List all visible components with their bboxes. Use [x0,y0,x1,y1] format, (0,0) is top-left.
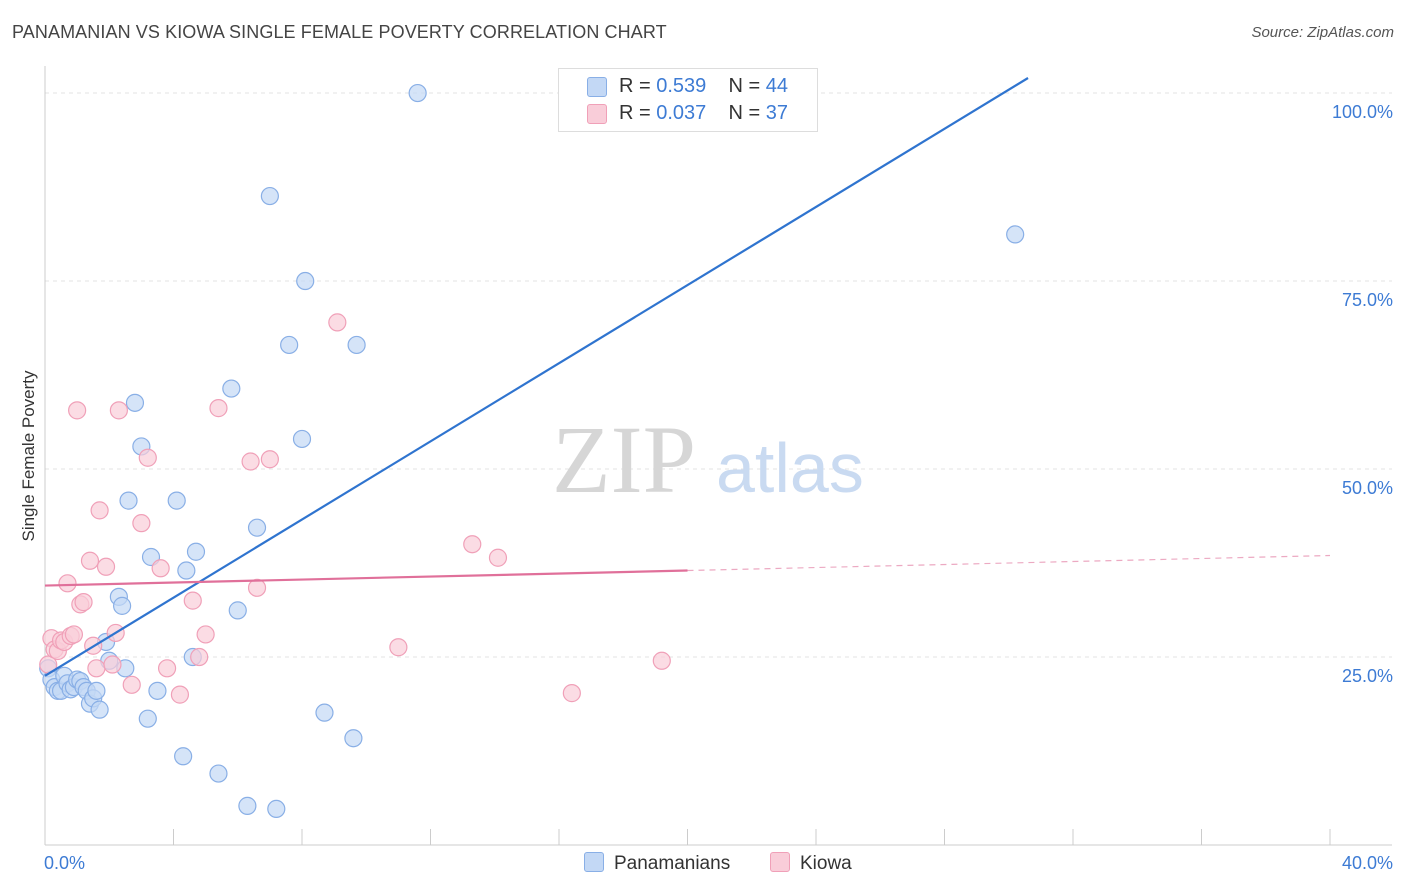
series-panamanians-points [39,83,1025,819]
chart-title: PANAMANIAN VS KIOWA SINGLE FEMALE POVERT… [12,22,667,42]
legend-r-value: 0.539 [656,75,707,97]
panamanians-point [260,186,279,206]
panamanians-point [296,271,315,291]
panamanians-point [119,491,138,510]
panamanians-point [87,681,106,700]
kiowa-point [74,593,93,612]
kiowa-point [190,647,209,667]
legend-n-label: N = [728,102,761,124]
bottom-legend-panamanians: Panamanians [584,852,730,875]
panamanians-point [174,747,193,766]
bottom-legend-label: Panamanians [614,853,731,874]
axes [44,66,1392,846]
panamanians-point [267,799,286,819]
series-kiowa-points [39,313,671,704]
kiowa-point [260,450,279,469]
kiowa-point [389,638,408,657]
kiowa-point [170,685,190,704]
panamanians-trendline [44,77,1029,677]
legend-text-panamanians: R = 0.539 N = 44 [619,75,788,98]
kiowa-point [58,574,77,593]
bottom-legend-label: Kiowa [800,853,852,874]
kiowa-point [196,625,215,644]
panamanians-point [125,393,145,412]
kiowa-point [157,659,177,678]
panamanians-point [222,379,241,398]
legend-n-label: N = [728,75,761,97]
panamanians-point [292,429,312,449]
axis-ticks: 25.0% 50.0% 75.0% 100.0% 0.0% 40.0% [44,102,1393,873]
legend-r-value: 0.037 [656,102,707,124]
legend-row-panamanians: R = 0.539 N = 44 [559,74,817,100]
legend-r-label: R = [619,75,651,97]
kiowa-point [463,535,482,554]
kiowa-trendline-extension [687,554,1331,572]
panamanians-point [138,709,157,728]
legend-row-kiowa: R = 0.037 N = 37 [559,101,817,127]
y-tick-label: 25.0% [1342,666,1393,686]
watermark: ZIP atlas [552,406,864,513]
y-axis-label: Single Female Poverty [19,370,38,542]
panamanians-point [177,561,196,580]
panamanians-point [280,335,299,355]
trendlines [44,77,1331,677]
kiowa-point [96,557,116,576]
panamanians-point [247,518,267,537]
panamanians-point [186,542,206,561]
bottom-legend-kiowa: Kiowa [770,852,852,875]
panamanians-point [344,729,363,748]
panamanians-point [408,83,427,103]
kiowa-point [87,659,106,678]
kiowa-point [488,548,508,567]
x-tick-label: 0.0% [44,853,85,873]
panamanians-point [90,700,109,719]
bottom-legend-swatch-pink [770,852,790,872]
kiowa-point [68,401,87,420]
panamanians-point [228,601,247,620]
grid-lines [45,92,1392,658]
legend-text-kiowa: R = 0.037 N = 37 [619,102,788,125]
panamanians-point [1006,225,1025,244]
source-label: Source: ZipAtlas.com [1251,24,1394,41]
kiowa-point [122,675,141,694]
kiowa-point [562,684,581,703]
panamanians-point [148,681,167,700]
panamanians-point [167,491,186,510]
kiowa-point [80,551,100,570]
bottom-legend-swatch-blue [584,852,604,872]
legend-swatch-blue [587,77,607,97]
kiowa-point [103,655,122,674]
y-tick-label: 50.0% [1342,478,1393,498]
kiowa-point [328,313,347,332]
x-tick-label: 40.0% [1342,853,1393,873]
kiowa-trendline [44,569,688,587]
watermark-zip: ZIP [552,406,696,513]
y-tick-label: 100.0% [1332,102,1393,122]
panamanians-point [209,764,228,783]
kiowa-point [183,591,202,610]
kiowa-point [652,651,671,670]
kiowa-point [247,578,267,597]
kiowa-point [209,399,228,418]
legend-n-value: 37 [765,102,789,124]
watermark-atlas: atlas [716,429,864,507]
panamanians-point [347,335,366,355]
panamanians-point [238,796,257,815]
kiowa-point [151,559,170,578]
panamanians-point [315,703,334,722]
legend-n-value: 44 [765,75,789,97]
panamanians-point [112,596,132,615]
kiowa-point [109,401,128,420]
legend-r-label: R = [619,102,651,124]
y-tick-label: 75.0% [1342,290,1393,310]
kiowa-point [132,514,151,533]
kiowa-point [90,501,109,520]
kiowa-point [138,448,157,467]
kiowa-point [241,452,260,471]
legend-swatch-pink [587,104,607,124]
correlation-legend: R = 0.539 N = 44 R = 0.037 N = 37 [558,68,818,132]
kiowa-point [64,625,84,644]
